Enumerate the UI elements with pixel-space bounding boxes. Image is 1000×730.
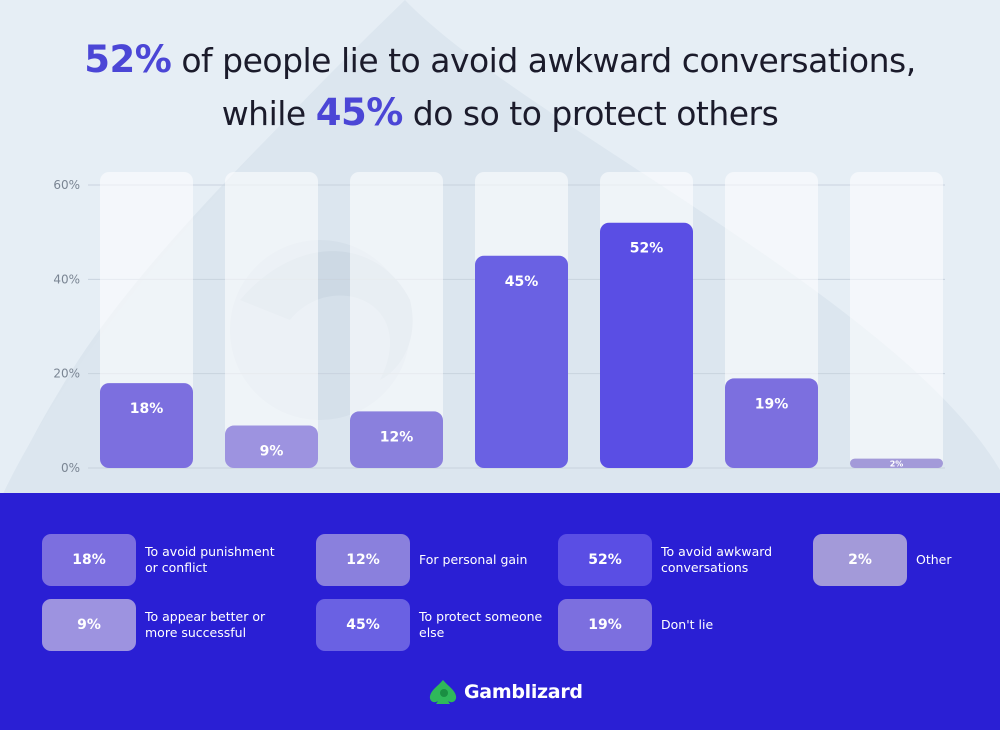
- legend-label: Other: [916, 552, 952, 567]
- legend-label: To avoid awkward conversations: [661, 544, 773, 575]
- legend-item: 2% Other: [813, 534, 1000, 586]
- legend-item: 45% To protect someone else: [316, 599, 559, 651]
- brand-logo: Gamblizard: [428, 679, 583, 705]
- title-text-1: of people lie to avoid awkward conversat…: [171, 41, 916, 80]
- title-text-2b: do so to protect others: [402, 94, 779, 133]
- title-line-1: 52% of people lie to avoid awkward conve…: [0, 34, 1000, 87]
- y-tick-label: 60%: [53, 178, 80, 192]
- bar-data-label: 52%: [630, 241, 664, 257]
- chart-title: 52% of people lie to avoid awkward conve…: [0, 34, 1000, 140]
- legend-value-chip: 12%: [316, 534, 410, 586]
- y-tick-label: 40%: [53, 272, 80, 286]
- bar: [350, 411, 443, 468]
- legend-value-chip: 9%: [42, 599, 136, 651]
- legend-item: 9% To appear better or more successful: [42, 599, 285, 651]
- title-highlight-45: 45%: [315, 91, 404, 134]
- legend-panel: [0, 493, 1000, 730]
- bar-data-label: 18%: [130, 401, 164, 417]
- bar-track: [350, 172, 443, 468]
- legend-value-chip: 2%: [813, 534, 907, 586]
- legend-label: To avoid punishment or conflict: [145, 544, 275, 575]
- legend-item: 18% To avoid punishment or conflict: [42, 534, 285, 586]
- gamblizard-logo-icon: [429, 680, 457, 704]
- bar: [850, 458, 943, 468]
- legend-item: 52% To avoid awkward conversations: [558, 534, 801, 586]
- legend-value-chip: 18%: [42, 534, 136, 586]
- bar-data-label: 2%: [890, 459, 904, 468]
- legend-value-chip: 19%: [558, 599, 652, 651]
- bar: [725, 378, 818, 468]
- title-highlight-52: 52%: [84, 38, 172, 81]
- bar-data-label: 9%: [260, 444, 284, 460]
- title-text-2a: while: [221, 94, 316, 133]
- bar-track: [225, 172, 318, 468]
- brand-name: Gamblizard: [464, 681, 583, 703]
- bar-data-label: 45%: [505, 274, 539, 290]
- legend-label: For personal gain: [419, 552, 528, 567]
- bar: [225, 425, 318, 468]
- bar-data-label: 19%: [755, 396, 789, 412]
- bar-chart: 0% 20% 40% 60% 18% 9% 12% 45% 52% 19% 2%: [53, 172, 945, 475]
- legend-item: 19% Don't lie: [558, 599, 801, 651]
- legend-item: 12% For personal gain: [316, 534, 559, 586]
- legend-label: Don't lie: [661, 617, 714, 632]
- bar-track: [850, 172, 943, 468]
- legend-value-chip: 52%: [558, 534, 652, 586]
- title-line-2: while 45% do so to protect others: [0, 87, 1000, 140]
- bar-data-label: 12%: [380, 429, 414, 445]
- legend-label: To protect someone else: [419, 609, 543, 640]
- bar: [600, 222, 693, 468]
- bar: [100, 383, 193, 468]
- legend-label: To appear better or more successful: [145, 609, 266, 640]
- legend-value-chip: 45%: [316, 599, 410, 651]
- y-tick-label: 0%: [61, 461, 80, 475]
- y-tick-label: 20%: [53, 367, 80, 381]
- bar: [475, 255, 568, 468]
